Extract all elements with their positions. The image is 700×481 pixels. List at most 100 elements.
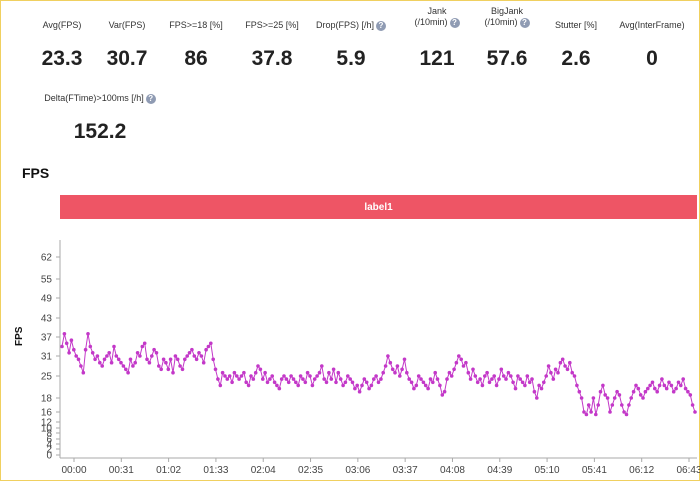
fps-data-point (79, 364, 83, 368)
x-tick-label: 05:41 (582, 465, 607, 476)
metric-value-9: 152.2 (20, 120, 180, 144)
fps-data-point (601, 383, 605, 388)
fps-data-point (452, 367, 456, 372)
fps-data-point (251, 377, 256, 381)
fps-data-point (461, 364, 466, 368)
fps-data-point (121, 364, 126, 368)
fps-data-point (282, 374, 286, 378)
y-tick-label: 8 (46, 429, 52, 440)
fps-data-point (426, 386, 430, 391)
help-icon[interactable]: ? (519, 17, 530, 28)
fps-data-point (185, 354, 189, 358)
fps-data-point (298, 374, 303, 378)
fps-data-point (93, 357, 97, 362)
fps-data-point (624, 412, 629, 417)
help-icon[interactable]: ? (449, 17, 460, 28)
fps-data-point (518, 377, 522, 381)
y-tick-label: 49 (41, 294, 53, 305)
x-tick-label: 03:06 (345, 465, 370, 476)
metric-label-text: FPS>=18 [%] (169, 20, 223, 30)
fps-data-point (194, 357, 199, 362)
fps-data-point (211, 357, 215, 362)
fps-data-point (598, 389, 603, 394)
fps-data-point (669, 383, 674, 388)
fps-data-point (72, 347, 76, 352)
metric-value-5: 121 (357, 47, 517, 71)
fps-data-point (535, 396, 539, 400)
fps-data-point (164, 360, 168, 365)
fps-data-point (641, 396, 645, 400)
fps-data-point (192, 354, 197, 358)
x-tick-label: 01:33 (203, 465, 228, 476)
help-icon[interactable]: ? (376, 20, 386, 31)
y-tick-label: 31 (41, 352, 53, 363)
fps-data-point (310, 383, 315, 388)
metric-value-7: 2.6 (496, 47, 656, 71)
metric-value-text: 2.6 (561, 47, 591, 70)
x-tick-label: 00:31 (109, 465, 134, 476)
y-tick-label: 62 (41, 253, 53, 264)
metric-value-6: 57.6 (427, 47, 587, 71)
fps-data-point (220, 370, 225, 375)
fps-data-point (246, 383, 251, 388)
fps-data-point (516, 374, 520, 378)
fps-data-point (596, 403, 600, 407)
fps-data-point (643, 389, 648, 394)
fps-data-point (88, 344, 93, 349)
fps-data-point (497, 377, 501, 381)
fps-data-point (145, 357, 149, 362)
fps-data-point (138, 354, 142, 358)
fps-data-point (636, 386, 641, 391)
label-bar[interactable]: label1 (60, 195, 697, 219)
fps-data-point (568, 360, 572, 365)
fps-data-point (473, 374, 478, 378)
fps-data-point (464, 360, 468, 365)
metric-value-text: 5.9 (336, 47, 366, 70)
fps-data-point (655, 389, 659, 394)
fps-data-point (341, 383, 345, 388)
x-tick-label: 00:00 (61, 465, 86, 476)
fps-data-point (201, 360, 206, 365)
metric-label-5: Jank (/10min)? (357, 6, 517, 28)
fps-data-point (483, 374, 487, 378)
fps-data-point (244, 380, 248, 385)
y-tick-label: 37 (41, 333, 53, 344)
fps-data-point (480, 383, 485, 388)
fps-data-point (119, 360, 123, 365)
fps-data-point (690, 403, 695, 407)
fps-data-point (629, 396, 633, 400)
x-tick-label: 02:35 (298, 465, 323, 476)
fps-data-point (582, 410, 586, 414)
fps-data-point (577, 389, 582, 394)
metric-value-text: 30.7 (106, 47, 148, 70)
fps-data-point (116, 357, 121, 362)
fps-data-point (660, 377, 664, 381)
fps-data-point (180, 367, 185, 372)
fps-data-point (381, 370, 386, 375)
fps-data-point (393, 370, 397, 375)
fps-data-point (109, 360, 114, 365)
fps-data-point (107, 351, 111, 355)
help-icon[interactable]: ? (145, 93, 156, 104)
metric-label-text: FPS>=25 [%] (245, 20, 299, 30)
metric-label-9: Delta(FTime)>100ms [/h]? (20, 93, 180, 104)
fps-data-point (166, 367, 171, 372)
fps-data-point (178, 364, 182, 368)
metric-label-7: Stutter [%] (496, 20, 656, 31)
fps-data-point (320, 364, 324, 368)
fps-data-point (608, 410, 612, 414)
fps-data-point (676, 380, 681, 385)
fps-data-point (388, 360, 393, 365)
fps-data-point (586, 403, 591, 407)
fps-data-point (256, 364, 260, 368)
fps-data-point (445, 377, 449, 381)
y-tick-label: 18 (41, 394, 53, 405)
fps-data-point (60, 344, 64, 349)
fps-data-point (67, 351, 71, 355)
fps-data-point (343, 380, 348, 385)
fps-data-point (501, 374, 506, 378)
metric-label-text: Stutter [%] (554, 20, 598, 30)
fps-data-point (617, 393, 622, 397)
fps-data-point (412, 386, 416, 391)
fps-data-point (459, 357, 464, 362)
